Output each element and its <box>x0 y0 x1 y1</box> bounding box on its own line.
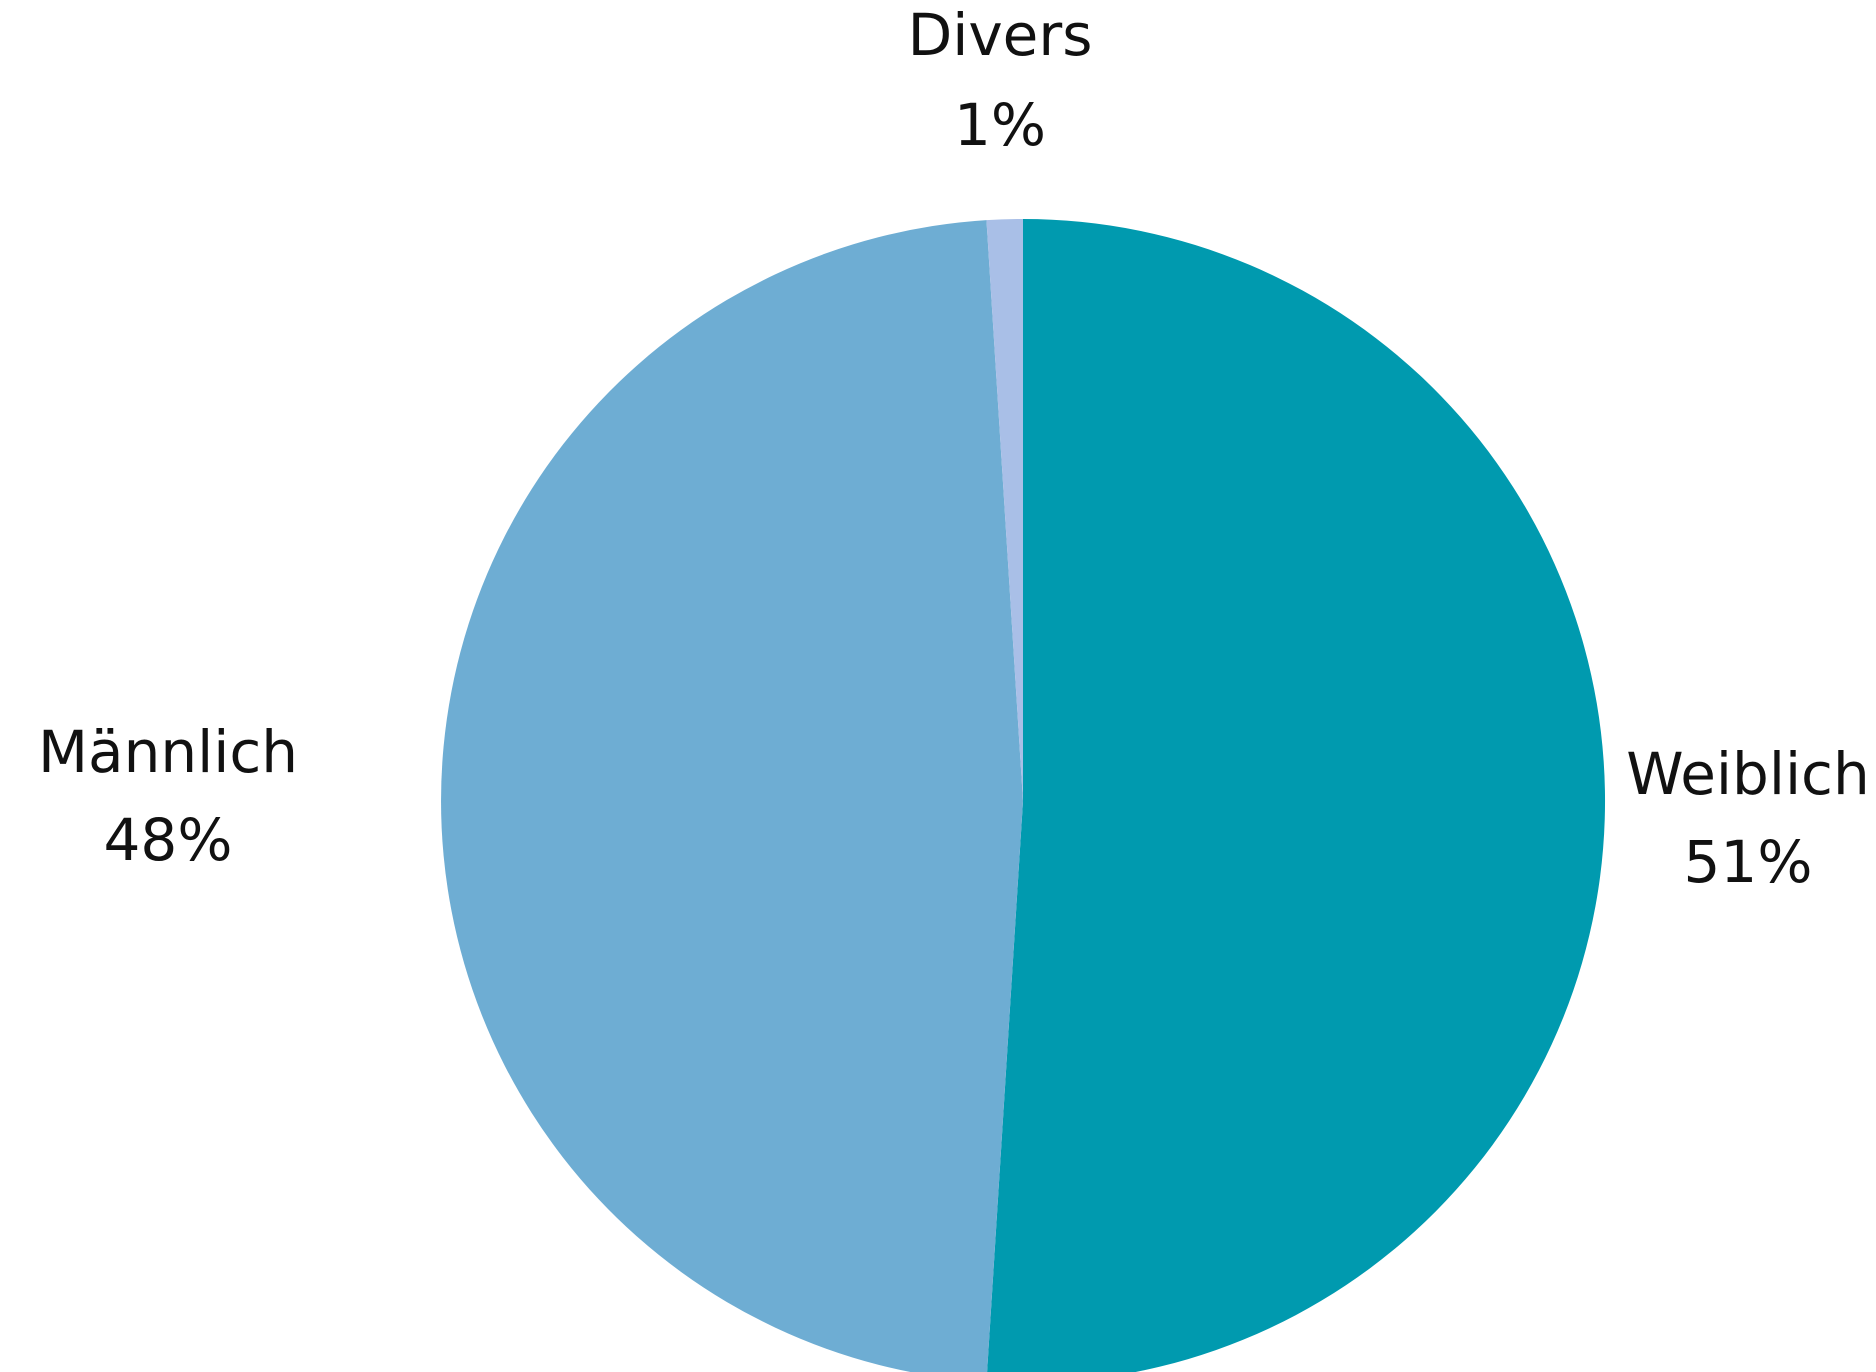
slice-labels: Weiblich 51% Männlich 48% Divers 1% <box>38 1 1870 896</box>
pie-slice-männlich <box>441 220 1023 1372</box>
slice-value-divers: 1% <box>954 91 1046 159</box>
pie-slice-weiblich <box>987 219 1605 1372</box>
slice-label-männlich: Männlich <box>38 718 298 786</box>
slice-label-divers: Divers <box>908 1 1093 69</box>
slice-label-weiblich: Weiblich <box>1626 740 1869 808</box>
slice-value-männlich: 48% <box>104 806 233 874</box>
pie-slices <box>441 219 1605 1372</box>
slice-value-weiblich: 51% <box>1684 828 1813 896</box>
pie-slice-divers <box>986 219 1023 801</box>
